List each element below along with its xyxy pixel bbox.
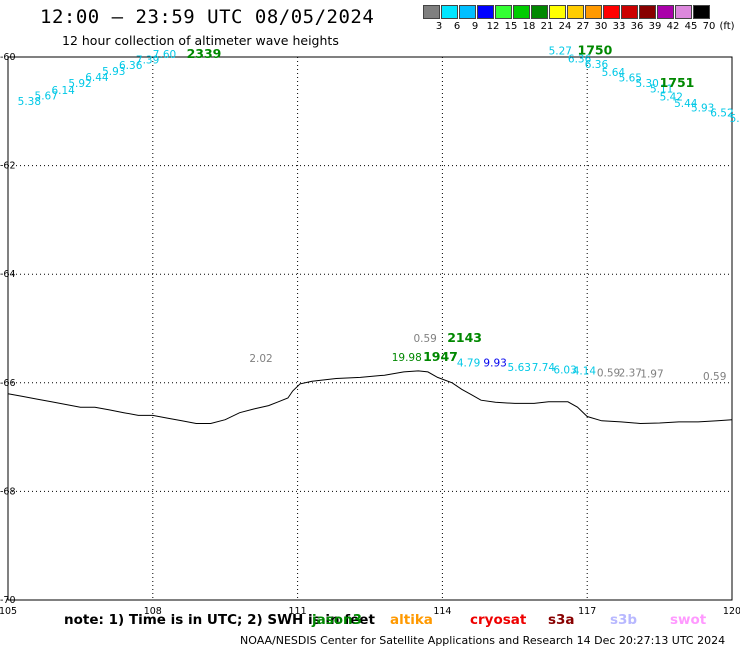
wave-height-label: 0.59 xyxy=(413,333,436,345)
latitude-tick-label: -62 xyxy=(0,161,16,172)
color-scale-label: 15 xyxy=(504,21,518,32)
wave-height-label: 5.44 xyxy=(674,98,698,110)
pass-time-label: 1947 xyxy=(423,349,458,364)
map-frame xyxy=(7,56,733,601)
wave-height-label: 1.97 xyxy=(640,368,663,380)
color-scale-label: 3 xyxy=(435,21,443,32)
wave-height-label: 6.14 xyxy=(51,85,75,97)
wave-height-label: 0.59 xyxy=(703,371,726,383)
satellite-label-s3b: s3b xyxy=(610,612,638,628)
chart-title: 12:00 – 23:59 UTC 08/05/2024 xyxy=(40,6,375,28)
wave-height-label: 2.37 xyxy=(619,367,642,379)
color-swatch xyxy=(585,5,602,19)
satellite-label-cryosat: cryosat xyxy=(470,612,527,628)
satellite-label-altika: altika xyxy=(390,612,433,628)
satellite-label-swot: swot xyxy=(670,612,707,628)
unit-label: (ft) xyxy=(719,21,735,32)
satellite-label-s3a: s3a xyxy=(548,612,575,628)
color-scale-label: 39 xyxy=(648,21,662,32)
color-swatch xyxy=(441,5,458,19)
wave-height-label: 5.11 xyxy=(650,83,673,95)
color-swatch xyxy=(621,5,638,19)
pass-time-label: 2339 xyxy=(187,46,222,61)
latitude-tick-label: -68 xyxy=(0,486,16,497)
satellite-label-jason3: jason3 xyxy=(312,612,363,628)
color-scale-label: 9 xyxy=(471,21,479,32)
wave-height-label: 4.79 xyxy=(457,358,480,370)
wave-height-label: 5.64 xyxy=(602,67,626,79)
latitude-tick-label: -64 xyxy=(0,269,16,280)
wave-height-label: 7.60 xyxy=(153,49,176,61)
longitude-tick-label: 111 xyxy=(289,606,307,617)
wave-height-label: 5.63 xyxy=(508,362,531,374)
chart-subtitle: 12 hour collection of altimeter wave hei… xyxy=(62,33,339,48)
antarctic-coastline xyxy=(7,370,733,425)
color-scale-label: 12 xyxy=(486,21,500,32)
color-scale-label: 36 xyxy=(630,21,644,32)
wave-height-label: 7.74 xyxy=(532,362,556,374)
longitude-tick-label: 105 xyxy=(0,606,17,617)
wave-height-label: 5.30 xyxy=(635,78,658,90)
color-scale-label: 33 xyxy=(612,21,626,32)
longitude-tick-label: 120 xyxy=(723,606,740,617)
pass-time-label: 1751 xyxy=(660,75,695,90)
wave-height-label: 5.38 xyxy=(18,96,41,108)
color-scale-label: 42 xyxy=(666,21,680,32)
color-swatch xyxy=(657,5,674,19)
color-swatch xyxy=(459,5,476,19)
color-scale-label: 18 xyxy=(522,21,536,32)
color-swatch xyxy=(513,5,530,19)
wave-height-label: 2.02 xyxy=(249,353,272,365)
wave-height-label: 19.98 xyxy=(392,352,422,364)
color-swatch xyxy=(603,5,620,19)
wave-height-label: 0.59 xyxy=(597,367,620,379)
wave-height-label: 9.93 xyxy=(483,358,506,370)
latitude-tick-label: -70 xyxy=(0,595,16,606)
color-swatch xyxy=(531,5,548,19)
color-swatch xyxy=(495,5,512,19)
latitude-tick-label: -66 xyxy=(0,378,16,389)
latitude-tick-label: -60 xyxy=(0,52,16,63)
wave-height-label: 5.67 xyxy=(35,90,58,102)
wave-height-label: 5.65 xyxy=(619,72,642,84)
color-scale-label: 45 xyxy=(684,21,698,32)
color-swatch xyxy=(693,5,710,19)
wave-height-label: 5.93 xyxy=(691,102,714,114)
color-scale-label: 70 xyxy=(702,21,716,32)
color-scale-label: 6 xyxy=(453,21,461,32)
wave-height-label: 5.92 xyxy=(68,78,91,90)
color-scale-label: 27 xyxy=(576,21,590,32)
color-scale-label: 24 xyxy=(558,21,572,32)
longitude-tick-label: 117 xyxy=(578,606,596,617)
color-swatch xyxy=(477,5,494,19)
wave-height-label: 4.14 xyxy=(573,366,597,378)
color-swatch xyxy=(567,5,584,19)
wave-height-label: 5.27 xyxy=(549,45,572,57)
wave-height-label: 6.36 xyxy=(585,59,609,71)
color-swatch xyxy=(675,5,692,19)
longitude-tick-label: 108 xyxy=(144,606,162,617)
wave-height-label: 7.39 xyxy=(136,55,159,67)
wave-height-label: 6.36 xyxy=(568,53,592,65)
color-scale-legend xyxy=(423,5,711,19)
color-swatch xyxy=(549,5,566,19)
wave-height-label: 6.52 xyxy=(710,108,733,120)
color-scale-label: 21 xyxy=(540,21,554,32)
color-scale-label: 30 xyxy=(594,21,608,32)
pass-time-label: 2143 xyxy=(447,330,482,345)
wave-height-label: 5.42 xyxy=(660,91,683,103)
wave-height-label: 6.44 xyxy=(85,72,109,84)
wave-height-label: 6.03 xyxy=(553,365,576,377)
wave-height-label: 5. xyxy=(730,113,740,125)
color-swatch xyxy=(639,5,656,19)
pass-time-label: 1750 xyxy=(578,42,613,57)
longitude-tick-label: 114 xyxy=(433,606,451,617)
wave-height-label: 5.93 xyxy=(102,66,125,78)
footer-credit: NOAA/NESDIS Center for Satellite Applica… xyxy=(240,634,726,647)
wave-height-label: 6.36 xyxy=(119,60,143,72)
note-text: note: 1) Time is in UTC; 2) SWH is in fe… xyxy=(64,612,375,628)
color-swatch xyxy=(423,5,440,19)
